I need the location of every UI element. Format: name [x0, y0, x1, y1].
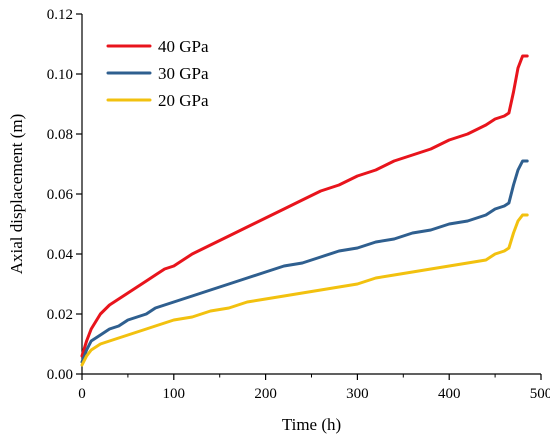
- series-line-0: [80, 54, 529, 358]
- y-ticks: 0.00 0.02 0.04 0.06 0.08 0.10 0.12: [47, 7, 82, 383]
- legend: 40 GPa 30 GPa 20 GPa: [106, 37, 209, 110]
- x-tick-label: 100: [163, 386, 186, 402]
- x-tick-label: 200: [254, 386, 277, 402]
- legend-label: 30 GPa: [158, 64, 209, 83]
- x-tick-label: 300: [346, 386, 369, 402]
- x-ticks: 0 100 200 300 400 500: [78, 374, 550, 402]
- y-axis-title: Axial displacement (m): [7, 114, 26, 275]
- y-tick-label: 0.12: [47, 7, 73, 23]
- y-tick-label: 0.08: [47, 127, 73, 143]
- y-tick-label: 0.02: [47, 307, 73, 323]
- series-line-2: [80, 213, 529, 367]
- plot-area: 0 100 200 300 400 500 0.00 0.02 0.04 0.06 0.08 0.1…: [47, 7, 550, 402]
- y-tick-label: 0.06: [47, 187, 74, 203]
- legend-label: 40 GPa: [158, 37, 209, 56]
- y-tick-label: 0.10: [47, 67, 73, 83]
- x-tick-label: 0: [78, 386, 86, 402]
- legend-label: 20 GPa: [158, 91, 209, 110]
- series-line-1: [80, 159, 529, 364]
- y-tick-label: 0.04: [47, 247, 74, 263]
- series-lines: [80, 54, 529, 367]
- x-tick-label: 400: [438, 386, 461, 402]
- legend-item-2: 20 GPa: [106, 91, 209, 110]
- x-tick-label: 500: [530, 386, 550, 402]
- x-axis-title: Time (h): [282, 415, 341, 434]
- legend-item-0: 40 GPa: [106, 37, 209, 56]
- y-tick-label: 0.00: [47, 367, 73, 383]
- legend-item-1: 30 GPa: [106, 64, 209, 83]
